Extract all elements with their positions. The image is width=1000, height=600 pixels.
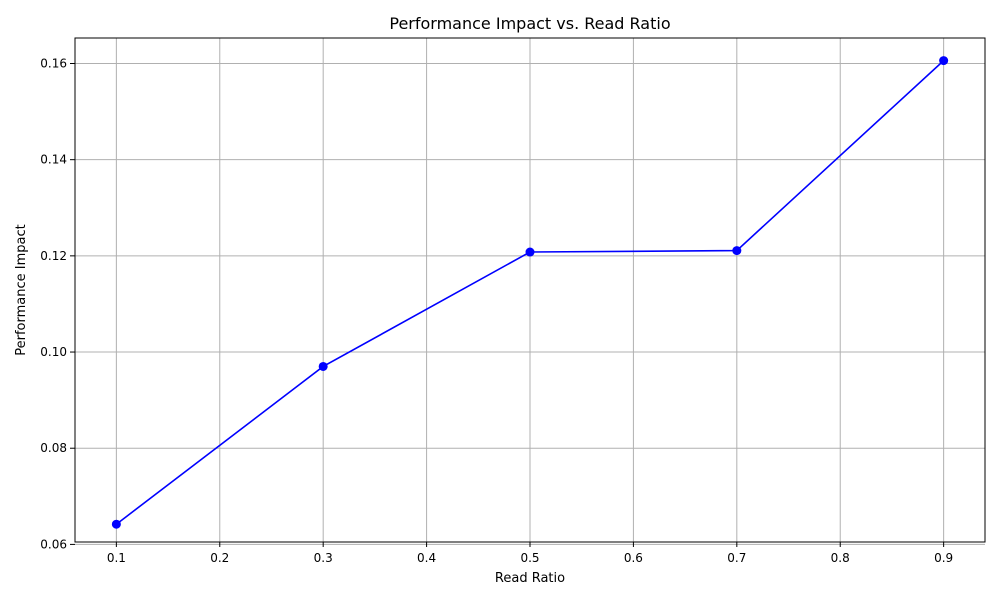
x-tick-label-4: 0.5 — [520, 551, 539, 565]
x-tick-label-2: 0.3 — [314, 551, 333, 565]
data-point-1 — [318, 361, 328, 371]
x-axis-label: Read Ratio — [495, 571, 565, 586]
data-point-0 — [111, 519, 121, 529]
x-tick-label-3: 0.4 — [417, 551, 436, 565]
y-axis-label: Performance Impact — [14, 224, 29, 355]
x-tick-label-8: 0.9 — [934, 551, 953, 565]
chart-title: Performance Impact vs. Read Ratio — [389, 14, 670, 33]
series — [111, 56, 949, 529]
x-tick-label-7: 0.8 — [831, 551, 850, 565]
data-point-2 — [525, 247, 535, 257]
data-point-4 — [939, 56, 949, 66]
x-tick-label-6: 0.7 — [727, 551, 746, 565]
grid-lines — [75, 38, 985, 545]
x-tick-label-5: 0.6 — [624, 551, 643, 565]
y-tick-label-3: 0.12 — [40, 249, 67, 263]
x-tick-label-1: 0.2 — [210, 551, 229, 565]
y-tick-label-0: 0.06 — [40, 537, 67, 551]
x-tick-label-0: 0.1 — [107, 551, 126, 565]
axis-ticks: 0.1 0.2 0.3 0.4 0.5 0.6 0.7 0.8 0.9 0.06 0.08 0.10 0… — [40, 56, 953, 565]
y-tick-label-1: 0.08 — [40, 441, 67, 455]
data-point-3 — [732, 246, 742, 256]
y-tick-label-4: 0.14 — [40, 153, 67, 167]
y-tick-label-2: 0.10 — [40, 345, 67, 359]
y-tick-label-5: 0.16 — [40, 56, 67, 70]
